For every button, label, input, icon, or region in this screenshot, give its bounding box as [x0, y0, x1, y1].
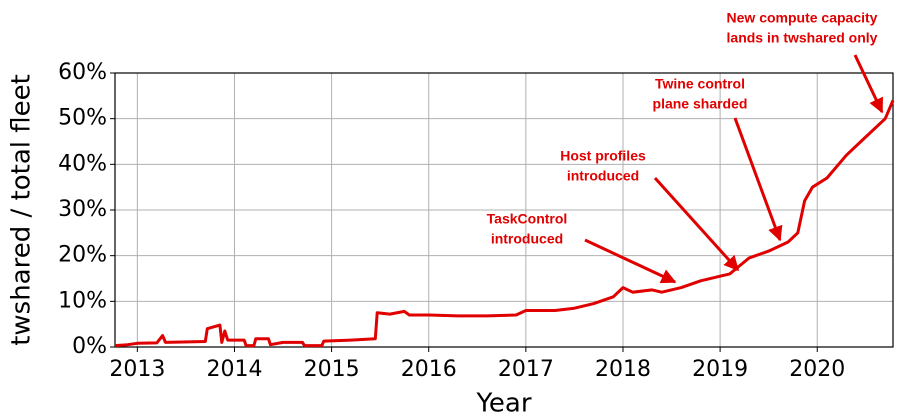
annotation-text: plane sharded	[653, 96, 748, 112]
annotation-text: lands in twshared only	[727, 30, 878, 46]
annotation-text: New compute capacity	[727, 10, 878, 26]
x-axis-label: Year	[475, 389, 531, 417]
x-tick-label: 2019	[692, 357, 748, 382]
annotation-arrow	[653, 176, 740, 272]
x-tick-label: 2020	[789, 357, 845, 382]
y-axis-label: twshared / total fleet	[7, 74, 37, 346]
annotation-arrow	[584, 238, 677, 284]
plot-frame	[114, 72, 894, 348]
x-tick-label: 2014	[206, 357, 262, 382]
annotation-text: introduced	[567, 168, 639, 184]
annotation-arrow	[853, 54, 884, 114]
x-tick-label: 2018	[595, 357, 651, 382]
y-tick-label: 30%	[58, 197, 107, 222]
annotation-text: TaskControl	[487, 211, 568, 227]
annotation-text: introduced	[491, 231, 563, 247]
y-tick-label: 60%	[58, 60, 107, 85]
x-tick-label: 2017	[498, 357, 554, 382]
y-tick-label: 20%	[58, 243, 107, 268]
x-tick-label: 2016	[401, 357, 457, 382]
y-tick-label: 0%	[72, 334, 107, 359]
x-tick-label: 2015	[304, 357, 360, 382]
annotation-arrow	[733, 117, 783, 242]
annotation-text: Host profiles	[560, 148, 646, 164]
y-tick-label: 40%	[58, 151, 107, 176]
y-tick-label: 10%	[58, 288, 107, 313]
x-tick-label: 2013	[109, 357, 165, 382]
data-line	[114, 99, 895, 348]
y-tick-label: 50%	[58, 106, 107, 131]
annotation-text: Twine control	[655, 76, 745, 92]
